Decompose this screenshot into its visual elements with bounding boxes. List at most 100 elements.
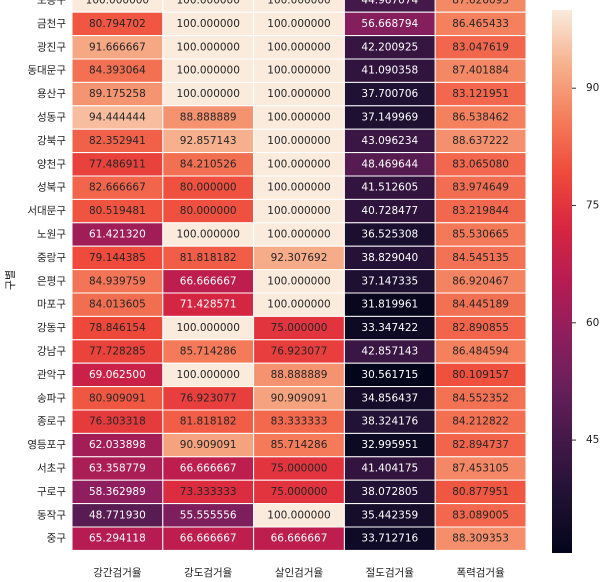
- cell-value-label: 43.096234: [361, 135, 418, 147]
- cell-value-label: 100.000000: [267, 0, 330, 7]
- cell-value-label: 100.000000: [176, 229, 239, 241]
- cell-value-label: 100.000000: [176, 88, 239, 100]
- cell-value-label: 86.465433: [452, 18, 509, 30]
- cell-value-label: 44.967074: [361, 0, 418, 7]
- colorbar-tick-label: 60: [586, 317, 599, 329]
- cell-value-label: 83.089005: [452, 509, 509, 521]
- cell-value-label: 82.352941: [89, 135, 146, 147]
- cell-value-label: 37.700706: [361, 88, 418, 100]
- cell-value-label: 81.818182: [180, 252, 237, 264]
- cell-value-label: 100.000000: [267, 182, 330, 194]
- cell-value-label: 80.877951: [452, 486, 509, 498]
- cell-value-label: 87.626093: [452, 0, 509, 7]
- cell-value-label: 71.428571: [180, 299, 237, 311]
- cell-value-label: 76.923077: [180, 392, 237, 404]
- cell-value-label: 100.000000: [267, 88, 330, 100]
- y-tick-label: 강동구: [37, 322, 66, 334]
- y-tick-label: 서초구: [37, 463, 66, 475]
- cell-value-label: 75.000000: [271, 322, 328, 334]
- cell-value-label: 83.065080: [452, 158, 509, 170]
- cell-value-label: 33.347422: [361, 322, 418, 334]
- cell-value-label: 84.445189: [452, 299, 509, 311]
- cell-value-label: 38.829040: [361, 252, 418, 264]
- cell-value-label: 48.771930: [89, 509, 146, 521]
- y-tick-label: 성북구: [37, 182, 66, 194]
- y-tick-label: 노원구: [37, 229, 66, 241]
- cell-value-label: 77.486911: [89, 158, 146, 170]
- y-tick-label: 종로구: [37, 416, 66, 428]
- cell-value-label: 88.637222: [452, 135, 509, 147]
- cell-value-label: 40.728477: [361, 205, 418, 217]
- cell-value-label: 83.121951: [452, 88, 509, 100]
- y-tick-label: 송파구: [37, 392, 66, 404]
- cell-value-label: 63.358779: [89, 463, 146, 475]
- y-tick-label: 중구: [47, 533, 67, 545]
- y-tick-labels: 도봉구금천구광진구동대문구용산구성동구강북구양천구성북구서대문구노원구중랑구은평…: [27, 0, 66, 545]
- cell-value-label: 94.444444: [89, 112, 146, 124]
- cell-value-label: 80.000000: [180, 182, 237, 194]
- cell-value-label: 76.923077: [271, 346, 328, 358]
- cell-value-label: 84.212822: [452, 416, 509, 428]
- colorbar-tick-label: 75: [586, 199, 599, 211]
- cell-value-label: 77.728285: [89, 346, 146, 358]
- cell-value-label: 100.000000: [176, 369, 239, 381]
- cell-value-label: 65.294118: [89, 533, 146, 545]
- x-tick-label: 절도검거율: [366, 566, 415, 579]
- cell-value-label: 69.062500: [89, 369, 146, 381]
- heatmap-annotations: 100.000000 100.000000 100.000000 44.967074 8…: [86, 0, 510, 545]
- y-tick-label: 동작구: [37, 509, 66, 521]
- cell-value-label: 100.000000: [86, 0, 149, 7]
- cell-value-label: 55.555556: [180, 509, 237, 521]
- cell-value-label: 56.668794: [361, 18, 418, 30]
- cell-value-label: 30.561715: [361, 369, 418, 381]
- cell-value-label: 100.000000: [176, 322, 239, 334]
- cell-value-label: 80.000000: [180, 205, 237, 217]
- cell-value-label: 88.888889: [180, 112, 237, 124]
- cell-value-label: 90.909091: [180, 439, 237, 451]
- cell-value-label: 84.545135: [452, 252, 509, 264]
- y-tick-label: 동대문구: [27, 65, 66, 77]
- cell-value-label: 33.712716: [361, 533, 418, 545]
- colorbar-tick-label: 45: [586, 434, 599, 446]
- cell-value-label: 100.000000: [267, 18, 330, 30]
- y-tick-label: 중랑구: [37, 252, 66, 264]
- cell-value-label: 100.000000: [267, 229, 330, 241]
- cell-value-label: 100.000000: [267, 275, 330, 287]
- cell-value-label: 84.013605: [89, 299, 146, 311]
- cell-value-label: 100.000000: [267, 65, 330, 77]
- cell-value-label: 100.000000: [176, 18, 239, 30]
- x-tick-label: 살인검거율: [275, 567, 324, 579]
- cell-value-label: 90.909091: [271, 392, 328, 404]
- cell-value-label: 86.484594: [452, 346, 509, 358]
- cell-value-label: 100.000000: [267, 205, 330, 217]
- cell-value-label: 84.210526: [180, 158, 237, 170]
- cell-value-label: 85.530665: [452, 229, 509, 241]
- y-tick-label: 영등포구: [27, 439, 66, 451]
- cell-value-label: 83.333333: [271, 416, 328, 428]
- y-tick-label: 은평구: [37, 275, 66, 287]
- cell-value-label: 38.072805: [361, 486, 418, 498]
- cell-value-label: 82.666667: [89, 182, 146, 194]
- cell-value-label: 89.175258: [89, 88, 146, 100]
- cell-value-label: 38.324176: [361, 416, 418, 428]
- cell-value-label: 81.818182: [180, 416, 237, 428]
- cell-value-label: 78.846154: [89, 322, 146, 334]
- cell-value-label: 83.974649: [452, 182, 509, 194]
- cell-value-label: 37.147335: [361, 275, 418, 287]
- cell-value-label: 100.000000: [267, 112, 330, 124]
- cell-value-label: 35.442359: [361, 509, 418, 521]
- y-tick-label: 강남구: [37, 346, 66, 358]
- cell-value-label: 83.047619: [452, 41, 509, 53]
- cell-value-label: 42.200925: [361, 41, 418, 53]
- cell-value-label: 41.090358: [361, 65, 418, 77]
- cell-value-label: 66.666667: [271, 533, 328, 545]
- cell-value-label: 82.894737: [452, 439, 509, 451]
- cell-value-label: 80.909091: [89, 392, 146, 404]
- cell-value-label: 37.149969: [361, 112, 418, 124]
- heatmap-cells: [72, 0, 527, 551]
- cell-value-label: 100.000000: [176, 41, 239, 53]
- cell-value-label: 58.362989: [89, 486, 146, 498]
- y-tick-label: 구로구: [37, 486, 66, 498]
- cell-value-label: 79.144385: [89, 252, 146, 264]
